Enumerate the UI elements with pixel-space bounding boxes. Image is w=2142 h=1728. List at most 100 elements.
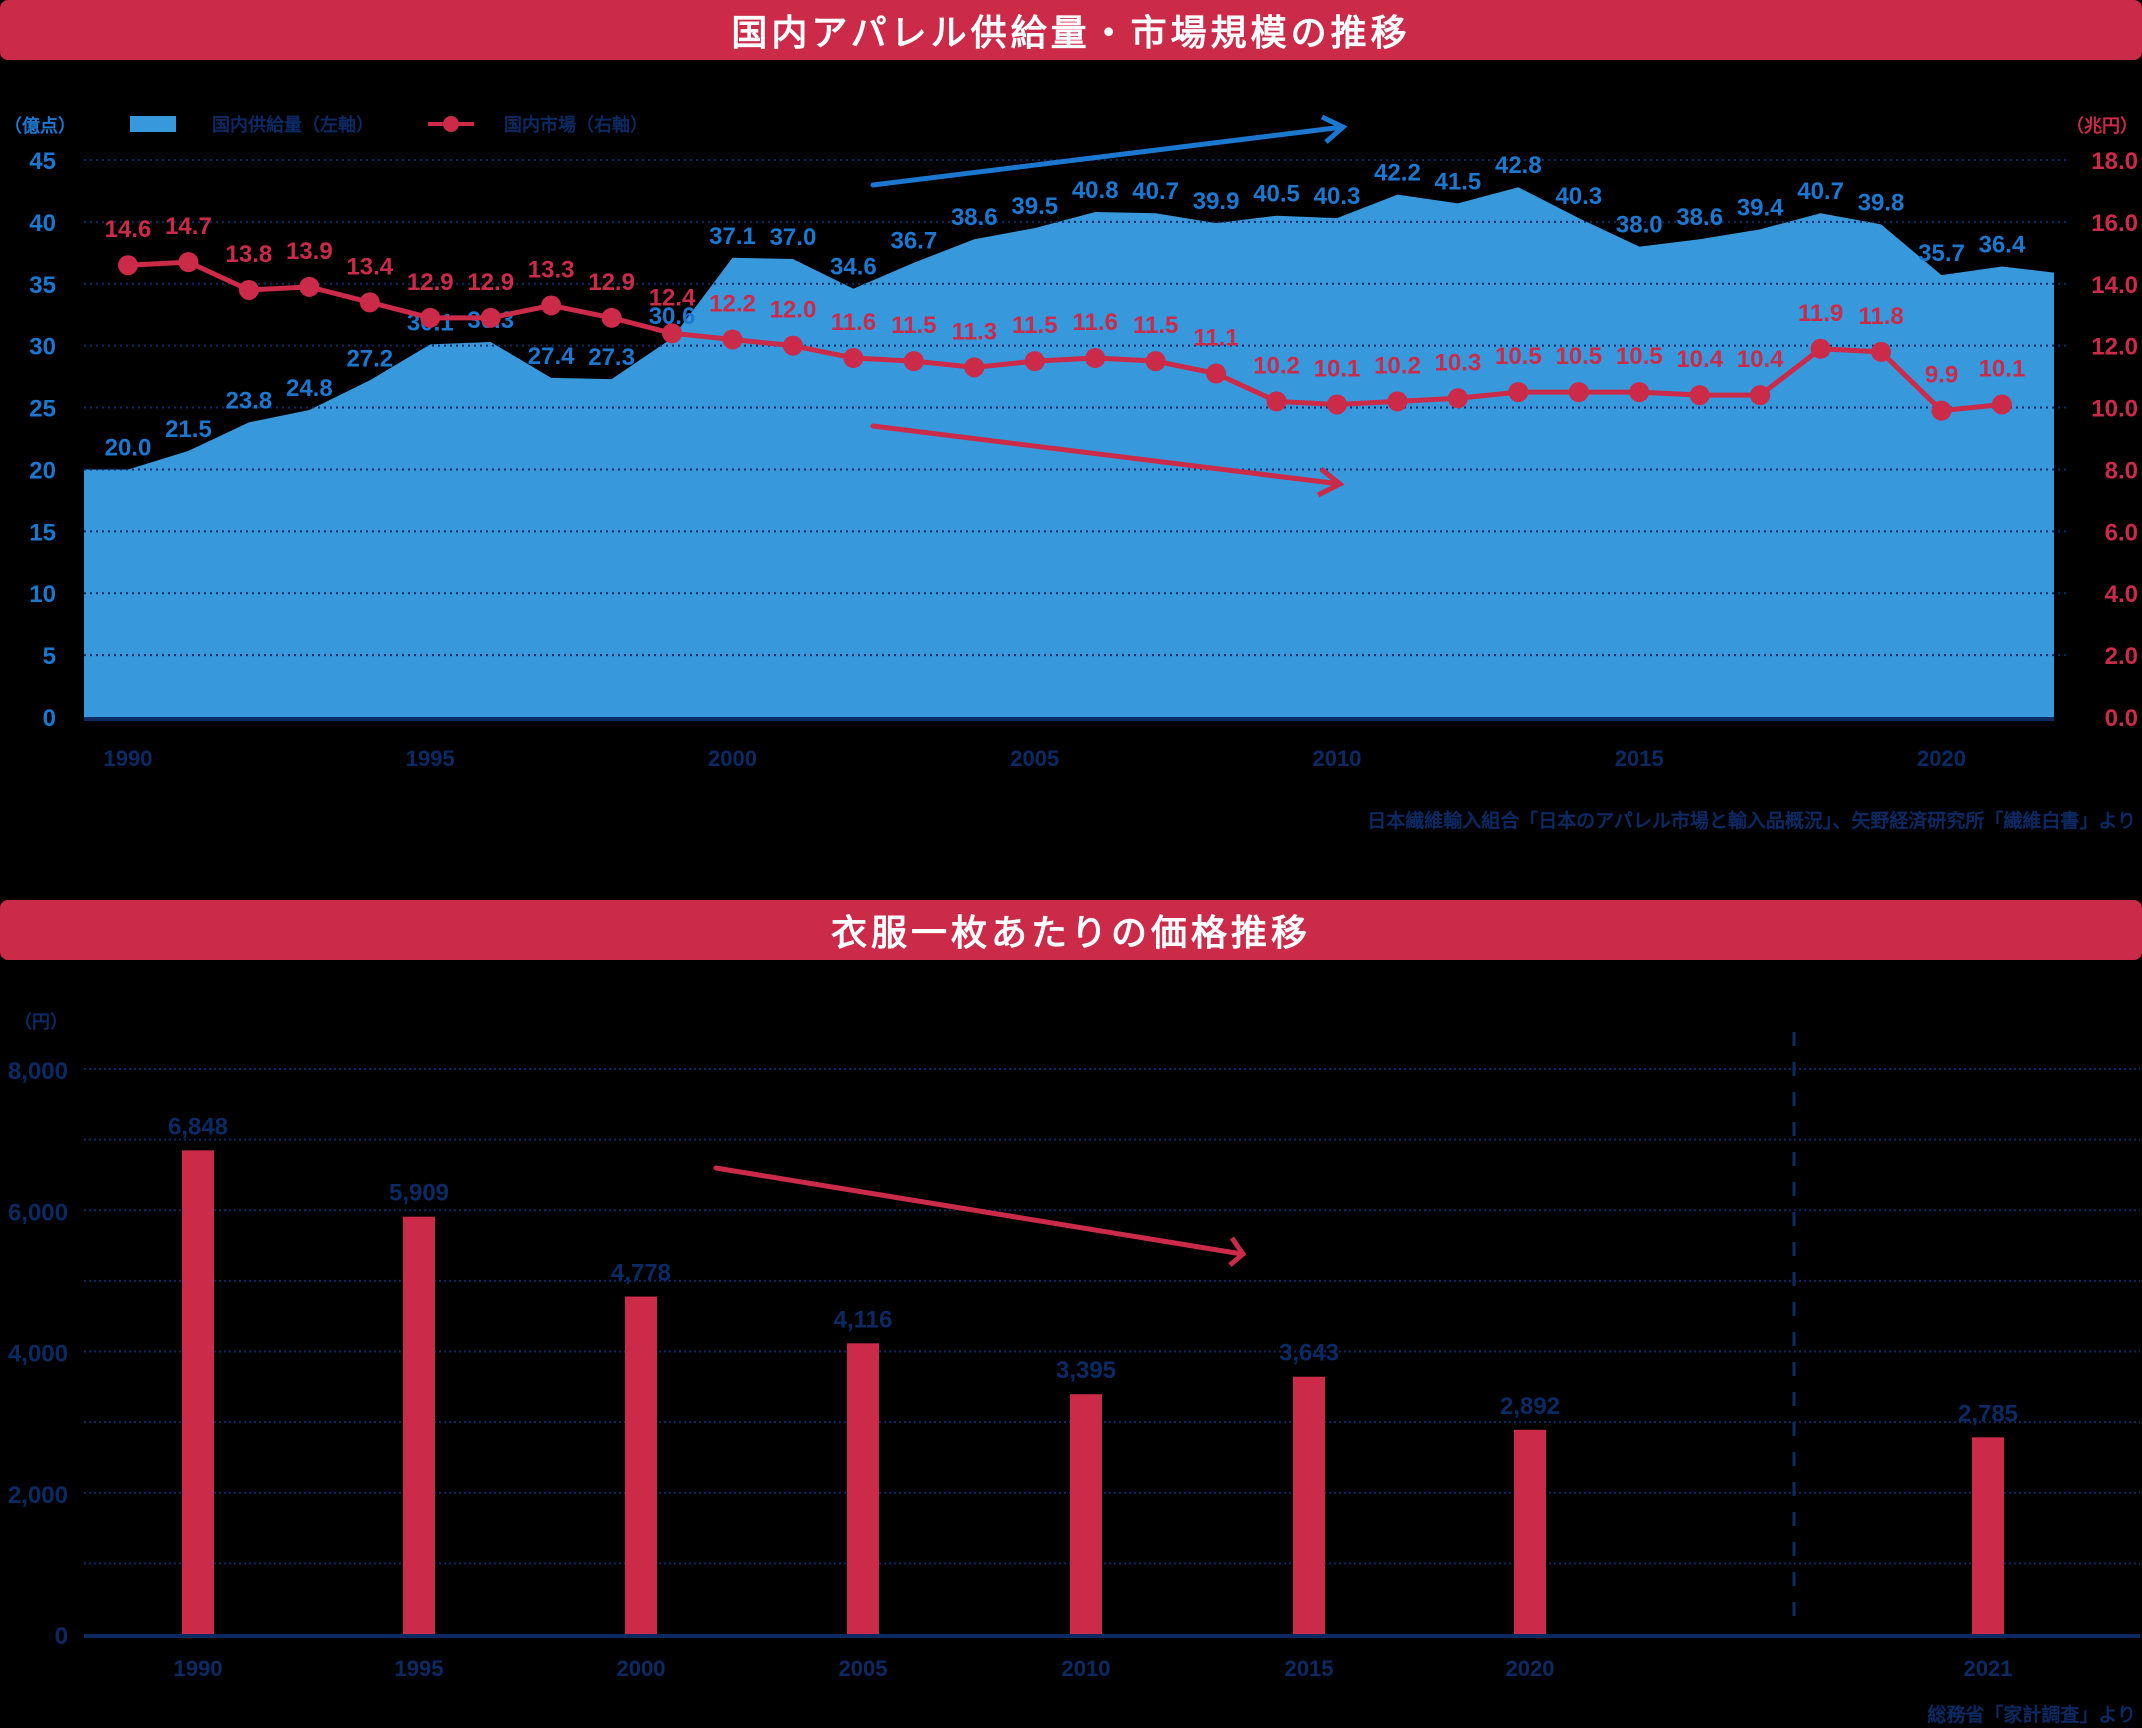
right-axis-tick: 14.0 — [2091, 272, 2138, 299]
supply-value-label: 38.0 — [1616, 212, 1663, 239]
down-trend-arrow — [870, 423, 1343, 487]
supply-value-label: 42.8 — [1495, 152, 1542, 179]
market-point — [1629, 382, 1650, 403]
left-axis-tick: 5 — [43, 643, 56, 670]
bar-value-label: 2,785 — [1958, 1400, 2018, 1427]
market-value-label: 13.3 — [528, 256, 575, 283]
left-axis-tick: 25 — [29, 396, 56, 423]
supply-value-label: 40.7 — [1797, 178, 1844, 205]
market-value-label: 11.3 — [952, 318, 997, 345]
market-point — [238, 279, 259, 300]
y-axis-tick: 6,000 — [8, 1199, 68, 1226]
supply-value-label: 24.8 — [286, 375, 333, 402]
market-point — [1750, 385, 1771, 406]
x-axis-label: 2000 — [617, 1656, 666, 1681]
right-axis-tick: 4.0 — [2105, 581, 2138, 608]
y-axis-tick: 2,000 — [8, 1482, 68, 1509]
y-axis-tick: 4,000 — [8, 1341, 68, 1368]
y-axis-tick: 8,000 — [8, 1058, 68, 1085]
up-trend-arrow — [870, 124, 1346, 188]
supply-value-label: 39.4 — [1737, 194, 1784, 221]
market-point — [964, 357, 985, 378]
market-value-label: 12.9 — [467, 269, 514, 296]
left-axis-tick: 35 — [29, 272, 56, 299]
supply-value-label: 27.2 — [346, 345, 393, 372]
market-point — [359, 292, 380, 313]
price-bar — [403, 1216, 435, 1634]
market-value-label: 10.1 — [1314, 355, 1361, 382]
market-value-label: 12.0 — [770, 297, 817, 324]
left-axis-tick: 30 — [29, 334, 56, 361]
x-axis-label: 2021 — [1964, 1656, 2013, 1681]
market-point — [1206, 363, 1227, 384]
x-axis-label: 2020 — [1506, 1656, 1555, 1681]
right-axis-unit: （兆円） — [2066, 116, 2138, 136]
bar-value-label: 5,909 — [389, 1180, 449, 1207]
legend-area-label: 国内供給量（左軸） — [212, 115, 374, 135]
market-point — [601, 307, 622, 328]
market-value-label: 10.5 — [1555, 343, 1602, 370]
supply-value-label: 38.6 — [1676, 204, 1723, 231]
right-axis-tick: 2.0 — [2105, 643, 2138, 670]
market-point — [1871, 341, 1892, 362]
supply-value-label: 35.7 — [1918, 240, 1965, 267]
market-point — [1508, 382, 1529, 403]
market-point — [480, 307, 501, 328]
right-axis-tick: 12.0 — [2091, 334, 2138, 361]
left-axis-tick: 40 — [29, 210, 56, 237]
market-value-label: 11.9 — [1798, 300, 1843, 327]
right-axis-tick: 10.0 — [2091, 396, 2138, 423]
supply-value-label: 36.4 — [1979, 231, 2026, 258]
left-axis-unit: （億点） — [4, 116, 76, 136]
legend-line-marker — [443, 116, 459, 132]
x-axis-label: 2015 — [1285, 1656, 1334, 1681]
x-axis-label: 1995 — [406, 746, 455, 771]
chart2-title: 衣服一枚あたりの価格推移 — [830, 912, 1311, 953]
market-value-label: 12.9 — [588, 269, 635, 296]
left-axis-tick: 45 — [29, 148, 56, 175]
market-point — [1568, 382, 1589, 403]
price-bar — [1514, 1429, 1546, 1634]
market-value-label: 10.4 — [1737, 346, 1784, 373]
supply-value-label: 23.8 — [226, 387, 273, 414]
market-value-label: 13.8 — [226, 241, 273, 268]
market-point — [1810, 338, 1831, 359]
bar-value-label: 3,395 — [1056, 1357, 1116, 1384]
market-value-label: 10.2 — [1253, 352, 1300, 379]
supply-value-label: 36.7 — [890, 228, 937, 255]
market-point — [1024, 351, 1045, 372]
right-axis-tick: 8.0 — [2105, 457, 2138, 484]
market-point — [541, 295, 562, 316]
market-point — [1085, 348, 1106, 369]
price-bar — [1972, 1437, 2004, 1634]
price-bar — [625, 1296, 657, 1634]
chart2-unit: （円） — [14, 1012, 68, 1032]
market-point — [420, 307, 441, 328]
chart2-source: 総務省「家計調査」より — [1927, 1705, 2136, 1726]
chart1-source: 日本繊維輸入組合「日本のアパレル市場と輸入品概況」、矢野経済研究所「繊維白書」よ… — [1367, 811, 2136, 832]
market-point — [782, 335, 803, 356]
market-point — [843, 348, 864, 369]
x-axis-label: 1995 — [395, 1656, 444, 1681]
x-axis-label: 2000 — [708, 746, 757, 771]
price-bar — [1070, 1394, 1102, 1634]
supply-value-label: 37.0 — [770, 224, 817, 251]
bar-value-label: 2,892 — [1500, 1393, 1560, 1420]
market-value-label: 11.6 — [831, 309, 876, 336]
market-point — [1689, 385, 1710, 406]
market-point — [1931, 400, 1952, 421]
market-point — [662, 323, 683, 344]
supply-value-label: 42.2 — [1374, 160, 1421, 187]
market-value-label: 11.5 — [891, 312, 936, 339]
supply-value-label: 40.7 — [1132, 178, 1179, 205]
supply-value-label: 20.0 — [105, 434, 152, 461]
legend-area-swatch — [130, 116, 176, 132]
market-point — [1145, 351, 1166, 372]
market-line — [127, 259, 2003, 414]
market-value-label: 11.6 — [1073, 309, 1118, 336]
market-value-label: 11.5 — [1133, 312, 1178, 339]
x-axis-label: 2010 — [1062, 1656, 1111, 1681]
market-point — [1991, 394, 2012, 415]
market-point — [178, 252, 199, 273]
